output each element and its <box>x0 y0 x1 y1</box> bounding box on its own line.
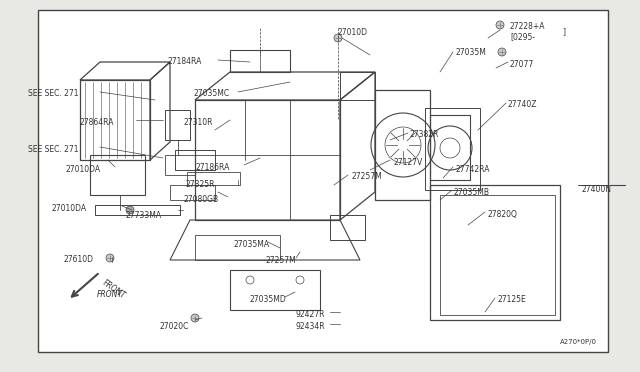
Text: SEE SEC. 271: SEE SEC. 271 <box>28 145 79 154</box>
Text: 27820Q: 27820Q <box>487 210 517 219</box>
Text: 92427R: 92427R <box>295 310 324 319</box>
Text: SEE SEC. 271: SEE SEC. 271 <box>28 89 79 98</box>
Text: 27610D: 27610D <box>64 255 94 264</box>
Text: 92434R: 92434R <box>295 322 324 331</box>
Text: 27325R: 27325R <box>186 180 216 189</box>
Text: 27740Z: 27740Z <box>508 100 538 109</box>
Text: 27733MA: 27733MA <box>125 211 161 220</box>
Text: 27080GB: 27080GB <box>183 195 218 204</box>
Text: 27035MD: 27035MD <box>250 295 287 304</box>
Text: 27035MC: 27035MC <box>193 89 229 98</box>
Text: 27382R: 27382R <box>410 130 440 139</box>
Text: FRONT: FRONT <box>97 290 123 299</box>
Text: 27010D: 27010D <box>338 28 368 37</box>
Circle shape <box>334 34 342 42</box>
Circle shape <box>496 21 504 29</box>
Text: 27310R: 27310R <box>183 118 212 127</box>
Text: 27035MB: 27035MB <box>454 188 490 197</box>
Text: 27010DA: 27010DA <box>65 165 100 174</box>
Text: 27257M: 27257M <box>266 256 297 265</box>
Bar <box>38 10 608 352</box>
Text: 27125E: 27125E <box>497 295 525 304</box>
Circle shape <box>106 254 114 262</box>
Text: FRONT: FRONT <box>100 278 127 300</box>
Text: 27010DA: 27010DA <box>52 204 87 213</box>
Text: ]: ] <box>562 27 565 36</box>
Text: A270*0P/0: A270*0P/0 <box>560 339 597 345</box>
Text: 27186RA: 27186RA <box>196 163 230 172</box>
Circle shape <box>126 206 134 214</box>
Text: 27127V: 27127V <box>393 158 422 167</box>
Text: 27184RA: 27184RA <box>168 57 202 66</box>
Text: 27257M: 27257M <box>352 172 383 181</box>
Circle shape <box>191 314 199 322</box>
Text: 27742RA: 27742RA <box>456 165 490 174</box>
Text: [0295-: [0295- <box>510 32 535 41</box>
Text: 27077: 27077 <box>510 60 534 69</box>
Text: 27864RA: 27864RA <box>80 118 115 127</box>
Text: 27035M: 27035M <box>455 48 486 57</box>
Text: 27035MA: 27035MA <box>234 240 270 249</box>
Text: 27020C: 27020C <box>160 322 189 331</box>
Circle shape <box>498 48 506 56</box>
Text: 27228+A: 27228+A <box>510 22 545 31</box>
Text: 27400N: 27400N <box>581 185 611 194</box>
